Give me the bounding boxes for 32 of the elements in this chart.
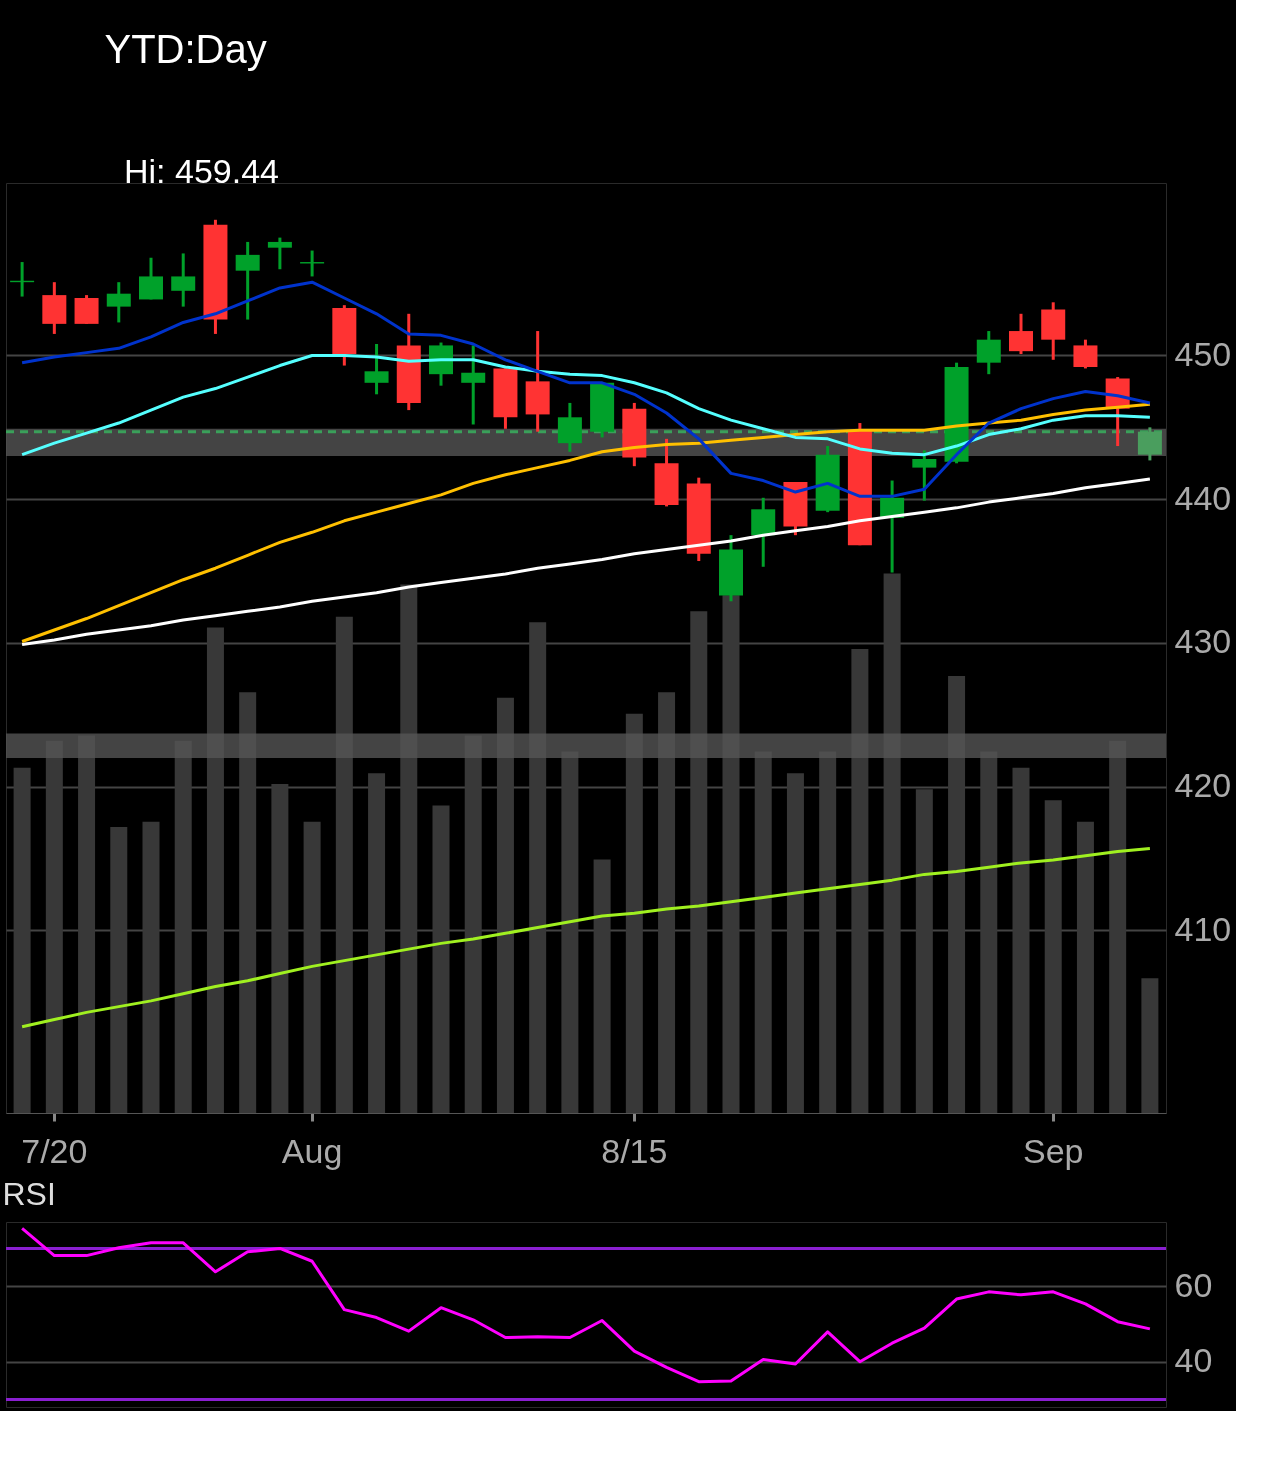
annotation: Hi: 459.44 <box>124 152 279 190</box>
candlestick <box>106 282 131 323</box>
x-tick-label: 7/20 <box>21 1131 88 1170</box>
x-tick-label: Aug <box>281 1131 343 1170</box>
y-tick-label: 410 <box>1174 909 1232 948</box>
line-series <box>20 847 1152 1029</box>
y-tick-label: 440 <box>1174 478 1232 517</box>
candlestick <box>912 450 937 501</box>
y-tick-label: 60 <box>1174 1265 1213 1304</box>
bar <box>1141 978 1159 1113</box>
candlestick <box>1009 312 1033 356</box>
chart-title: RSI <box>2 1176 56 1212</box>
y-tick-label: 450 <box>1174 334 1232 373</box>
x-tick-label: 8/15 <box>601 1131 668 1170</box>
candlestick <box>171 253 196 307</box>
candlestick <box>976 331 1001 376</box>
candlestick <box>139 257 163 300</box>
candlestick <box>1073 339 1098 369</box>
candlestick <box>267 237 292 271</box>
x-tick-label: Sep <box>1022 1131 1084 1170</box>
chart-title: YTD:Day <box>104 27 267 71</box>
y-tick-label: 40 <box>1174 1341 1213 1380</box>
line-series <box>20 353 1152 457</box>
line-series <box>20 402 1152 644</box>
line-series <box>20 280 1152 498</box>
candlestick <box>364 343 389 395</box>
line-series <box>20 477 1152 646</box>
candlestick <box>461 345 486 425</box>
y-tick-label: 430 <box>1174 622 1232 661</box>
line-series <box>20 1226 1152 1384</box>
y-tick-label: 420 <box>1174 766 1232 805</box>
candlestick <box>1137 427 1162 461</box>
